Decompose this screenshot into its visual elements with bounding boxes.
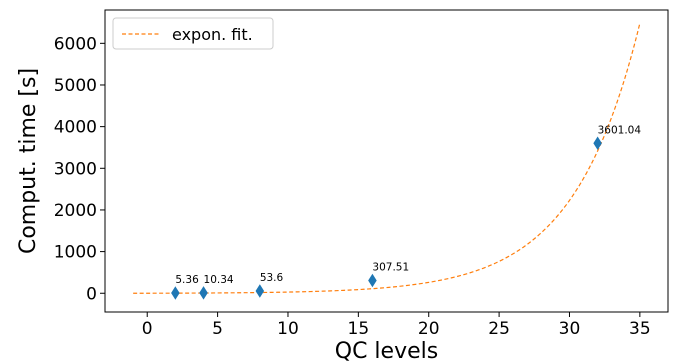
- legend: expon. fit.: [112, 17, 274, 50]
- axes: 0 5 10 15 20 25 30 35 0 1000 2000 3000 4000 5000 6000 Q…: [16, 9, 669, 363]
- data-point: [171, 286, 180, 300]
- y-tick-label: 4000: [54, 118, 97, 138]
- y-tick-label: 5000: [54, 76, 97, 96]
- data-label: 5.36: [175, 274, 199, 286]
- x-tick-label: 10: [277, 319, 299, 339]
- x-tick-label: 0: [142, 319, 153, 339]
- y-axis-title: Comput. time [s]: [16, 68, 41, 254]
- data-point: [255, 284, 265, 298]
- y-tick-label: 6000: [54, 34, 97, 54]
- x-tick-label: 35: [629, 319, 651, 339]
- legend-label: expon. fit.: [172, 25, 253, 44]
- x-tick-label: 20: [418, 319, 440, 339]
- y-tick-label: 2000: [54, 201, 97, 221]
- x-axis-title: QC levels: [335, 339, 438, 363]
- fit-curve-line: [133, 23, 641, 294]
- plot-area: 5.36 10.34 53.6 307.51 3601.04: [133, 23, 642, 300]
- data-label: 53.6: [260, 272, 284, 284]
- y-tick-label: 1000: [54, 243, 97, 263]
- data-point: [199, 286, 208, 300]
- plot-frame: [104, 9, 669, 313]
- data-point: [593, 136, 602, 151]
- x-tick-label: 25: [488, 319, 510, 339]
- data-point: [368, 273, 377, 288]
- x-tick-label: 5: [212, 319, 223, 339]
- data-label: 307.51: [372, 261, 409, 273]
- legend-box: [112, 17, 274, 50]
- data-label: 10.34: [204, 274, 234, 286]
- x-tick-label: 15: [348, 319, 370, 339]
- y-tick-label: 0: [86, 284, 97, 304]
- y-tick-label: 3000: [54, 159, 97, 179]
- x-tick-label: 30: [559, 319, 581, 339]
- data-label: 3601.04: [598, 124, 642, 136]
